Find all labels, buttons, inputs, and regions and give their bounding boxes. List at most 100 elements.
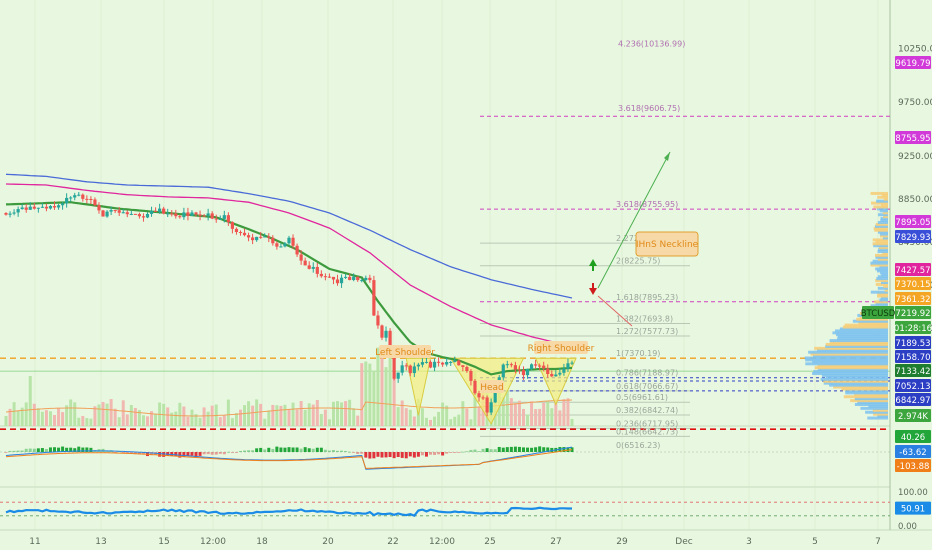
macd-panel: 40.26 -63.62 -103.88 xyxy=(0,430,931,472)
volume-profile-bar xyxy=(870,261,888,265)
macd-histogram-bar xyxy=(396,452,400,458)
price-badge-label: 01:28:16 xyxy=(894,324,932,334)
volume-bar xyxy=(323,409,327,426)
fib-label: 0.148(6642.73) xyxy=(616,427,678,436)
macd-histogram-bar xyxy=(194,452,198,458)
fib-label: 1.618(7895.23) xyxy=(616,293,678,302)
fib-label: 1.382(7693.8) xyxy=(616,314,673,323)
volume-bar xyxy=(356,415,360,426)
volume-bar xyxy=(4,415,8,426)
volume-profile-bar xyxy=(876,207,888,211)
candle-body xyxy=(477,393,481,398)
volume-bar xyxy=(243,405,247,426)
volume-profile-bar xyxy=(880,234,888,238)
macd-histogram-bar xyxy=(485,448,489,452)
volume-profile-bar xyxy=(873,205,888,209)
volume-bar xyxy=(404,408,408,426)
macd-histogram-bar xyxy=(234,452,238,453)
rsi-panel: 100.00 0.00 50.91 xyxy=(0,488,931,532)
price-badge xyxy=(895,131,931,144)
volume-profile-bar xyxy=(879,298,888,302)
candle-body xyxy=(77,194,81,196)
volume-bar xyxy=(287,409,291,426)
volume-profile-bar xyxy=(813,370,888,374)
volume-bar xyxy=(57,408,61,426)
candle-body xyxy=(222,215,226,219)
macd-histogram-bar xyxy=(65,447,69,452)
candle-body xyxy=(449,361,453,363)
price-badge xyxy=(895,56,931,69)
volume-profile-bar xyxy=(805,358,888,362)
macd-histogram-bar xyxy=(311,448,315,452)
candle-body xyxy=(538,365,542,367)
candle-body xyxy=(534,364,538,366)
candle-body xyxy=(52,206,57,208)
volume-profile-bar xyxy=(829,339,888,343)
price-badge-label: 7427.57 xyxy=(895,266,930,276)
volume-bar xyxy=(230,418,234,426)
volume-bar xyxy=(36,408,40,426)
volume-bar xyxy=(48,411,52,426)
macd-histogram-bar xyxy=(150,452,154,456)
candle-body xyxy=(246,235,251,238)
candle-body xyxy=(20,207,24,210)
macd-histogram-bar xyxy=(538,446,542,452)
candle-body xyxy=(315,266,319,274)
time-axis[interactable]: 11 13 15 12:00 18 20 22 12:00 25 27 29 Dec 3 5 7 xyxy=(29,537,881,547)
head-label: Head xyxy=(480,383,504,393)
volume-bar xyxy=(218,417,222,426)
macd-histogram-bar xyxy=(303,447,307,452)
volume-bar xyxy=(271,404,275,426)
candle-body xyxy=(12,212,16,214)
volume-bar xyxy=(150,411,154,426)
candle-body xyxy=(311,266,315,269)
macd-histogram-bar xyxy=(465,451,469,453)
rsi-value-badge xyxy=(895,501,931,515)
macd-histogram-bar xyxy=(69,447,73,452)
candle-body xyxy=(153,210,158,212)
macd-histogram-bar xyxy=(566,447,570,452)
volume-bar xyxy=(331,401,335,426)
fib-label: 3.618(9606.75) xyxy=(618,104,680,113)
volume-bar xyxy=(392,373,396,426)
macd-histogram-bar xyxy=(125,452,129,454)
volume-profile-bar xyxy=(842,325,888,329)
volume-bar xyxy=(360,363,364,426)
macd-histogram-bar xyxy=(24,448,28,452)
volume-profile-bar xyxy=(882,236,888,240)
candle-body xyxy=(400,365,404,373)
price-badge-label: 7219.92 xyxy=(895,309,930,319)
candle-body xyxy=(267,236,271,238)
volume-bar xyxy=(501,396,505,426)
candle-body xyxy=(360,280,364,282)
candle-body xyxy=(36,207,40,209)
price-badge xyxy=(895,263,931,276)
price-badge-label: 7133.42 xyxy=(895,367,930,377)
candle-body xyxy=(319,273,323,277)
macd-histogram-bar xyxy=(307,448,311,452)
volume-bar xyxy=(517,400,521,426)
macd-histogram-bar xyxy=(441,452,445,456)
candle-body xyxy=(380,325,384,338)
volume-bar xyxy=(526,414,530,426)
candle-body xyxy=(327,276,332,278)
volume-profile-bar xyxy=(812,354,888,358)
volume-profile-bar xyxy=(829,341,888,345)
macd-histogram-bar xyxy=(388,452,392,458)
price-badge-label: 7361.32 xyxy=(895,295,930,305)
volume-profile-bar xyxy=(805,362,888,366)
macd-histogram-bar xyxy=(336,450,340,452)
candle-body xyxy=(299,254,303,261)
neckline-label: IHnS Neckline xyxy=(636,240,699,250)
volume-bar xyxy=(12,402,16,426)
candles[interactable] xyxy=(4,191,574,417)
candle-body xyxy=(109,210,113,212)
volume-bar xyxy=(16,410,20,426)
volume-bar xyxy=(429,419,432,426)
macd-histogram-bar xyxy=(530,447,534,452)
volume-profile-bar xyxy=(876,269,888,273)
candle-body xyxy=(323,276,327,278)
candle-body xyxy=(101,210,105,217)
time-tick-label: 11 xyxy=(29,537,40,547)
